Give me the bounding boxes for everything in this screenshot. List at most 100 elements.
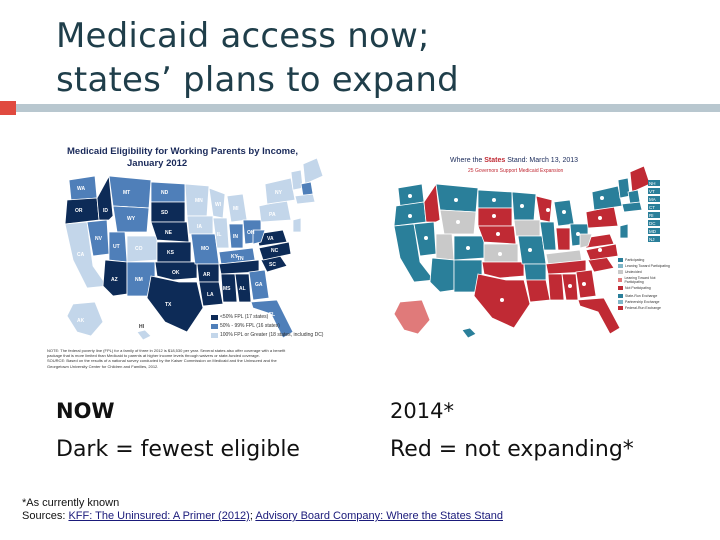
svg-text:NC: NC [271,248,279,254]
state-ak [66,301,104,337]
right-legend-item: Leaning Toward Not Participating [618,276,670,284]
svg-text:NY: NY [275,190,283,196]
right-legend-item: Leaning Toward Participating [618,264,670,268]
state-pa [585,205,619,229]
note-line-1: NOTE: The federal poverty line (FPL) for… [47,348,286,353]
legend-swatch [211,314,218,320]
state-ia [513,219,541,237]
east-label-ma: MA [649,197,656,202]
right-title-suffix: Stand: March 13, 2013 [507,157,579,164]
svg-text:GA: GA [255,282,263,288]
state-fl [577,297,621,335]
state-nj [619,223,629,239]
source-link-advisory-board[interactable]: Advisory Board Company: Where the States… [255,510,503,522]
state-pa [258,199,292,223]
state-ny [591,185,623,211]
state-az [102,259,128,297]
east-label-ct: CT [649,205,655,210]
state-la [198,281,224,307]
svg-text:WY: WY [127,216,136,222]
state-hi [136,329,152,341]
legend-label: Partnership Exchange [625,300,660,304]
legend-swatch [618,300,623,304]
legend-swatch [618,286,623,290]
state-in [555,227,571,251]
state-tx [146,275,204,333]
legend-swatch [618,258,623,262]
svg-text:VA: VA [267,236,274,242]
state-ma [294,193,316,205]
state-nj [292,217,302,233]
legend-swatch [211,323,218,329]
right-map-legend: Participating Leaning Toward Participati… [618,258,670,310]
state-il [212,217,230,249]
legend-swatch [618,264,623,268]
legend-label: Not Participating [625,286,651,290]
svg-text:MT: MT [123,190,130,196]
svg-text:OH: OH [247,230,255,236]
svg-text:CA: CA [77,252,85,258]
left-legend-item-light: 100% FPL or Greater (18 states, includin… [211,332,323,338]
east-label-ri: RI [649,213,654,218]
state-nc [258,241,292,261]
legend-label: 100% FPL or Greater (18 states, includin… [220,332,324,338]
legend-label: Participating [625,258,645,262]
svg-text:NM: NM [135,277,143,283]
footnote-sources: Sources: KFF: The Uninsured: A Primer (2… [22,510,712,523]
sources-separator: ; [249,510,256,522]
svg-text:OR: OR [75,208,83,214]
title-accent-bar [16,104,720,112]
source-link-kff[interactable]: KFF: The Uninsured: A Primer (2012) [68,510,250,522]
state-ar [523,263,547,281]
state-ut [435,233,455,261]
legend-label: <50% FPL (17 states) [220,314,269,320]
state-id [96,174,114,221]
svg-text:KY: KY [231,254,239,260]
state-id [423,182,441,223]
east-label-vt: VT [649,189,655,194]
right-legend-item: State-Run Exchange [618,294,670,298]
svg-text:WI: WI [215,202,222,208]
state-ny [264,177,296,205]
svg-text:ID: ID [103,208,108,214]
left-map-title-line-2: January 2012 [127,158,188,169]
legend-label: Federal-Run Exchange [625,306,661,310]
now-heading: NOW [56,399,115,423]
left-map-title-line-1: Medicaid Eligibility for Working Parents… [67,146,299,157]
now-caption: NOW Dark = fewest eligible [56,397,300,466]
right-legend-item: Undecided [618,270,670,274]
state-ms [220,273,238,303]
state-me [629,165,651,193]
left-map-legend: <50% FPL (17 states) 50% - 99% FPL (16 s… [211,314,323,338]
svg-text:NV: NV [95,236,103,242]
state-wy [112,205,150,233]
right-map-subtitle: 25 Governors Support Medicaid Expansion [468,168,564,174]
footnote: *As currently known Sources: KFF: The Un… [22,497,712,523]
state-in [228,223,244,249]
svg-text:SC: SC [269,262,276,268]
state-ma [621,201,643,213]
note-line-4: Georgetown University Center for Childre… [47,363,159,369]
svg-text:MN: MN [195,198,203,204]
state-az [429,257,455,293]
state-la [525,279,551,303]
state-wv [252,229,266,245]
slide-title: Medicaid access now; states’ plans to ex… [56,14,696,102]
east-label-md: MD [649,229,657,234]
svg-text:SD: SD [161,210,168,216]
svg-text:PA: PA [269,212,276,218]
medicaid-eligibility-map: Medicaid Eligibility for Working Parents… [47,136,347,372]
state-fl [250,299,294,339]
state-nc [585,243,619,261]
state-wv [579,233,593,249]
state-ok [481,261,525,279]
now-body: Dark = fewest eligible [56,437,300,462]
svg-text:CO: CO [135,246,143,252]
footnote-line-1: *As currently known [22,497,120,509]
legend-swatch [618,270,623,274]
future-caption: 2014* Red = not expanding* [390,397,634,466]
svg-text:UT: UT [113,244,120,250]
east-label-nj: NJ [649,237,655,242]
right-legend-item: Federal-Run Exchange [618,306,670,310]
left-map-note: NOTE: The federal poverty line (FPL) for… [47,348,347,369]
